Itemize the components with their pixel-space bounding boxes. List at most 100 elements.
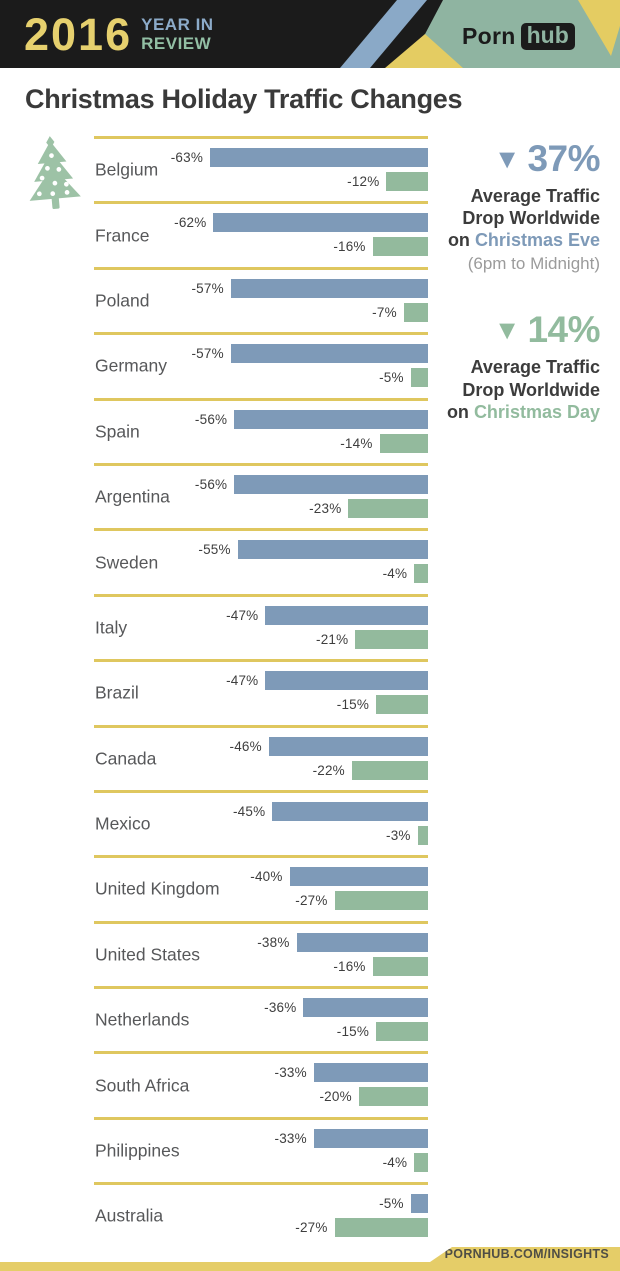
bar-christmas-eve	[213, 213, 428, 233]
bar-line: -47%	[94, 605, 428, 625]
bar-line: -12%	[94, 172, 428, 191]
down-arrow-icon: ▼	[493, 144, 521, 174]
chart-row: United States -38% -16%	[94, 920, 428, 986]
header-banner: 2016 YEAR IN REVIEW Porn hub	[0, 0, 620, 68]
stat-day-percent: 14%	[527, 309, 600, 351]
bar-line: -23%	[94, 498, 428, 518]
bar-value-label: -47%	[226, 673, 259, 689]
stat-christmas-day: ▼ 14% Average Traffic Drop Worldwide on Ch…	[410, 309, 601, 423]
country-label: Brazil	[95, 682, 139, 703]
bar-christmas-day	[403, 302, 428, 322]
bar-line: -63%	[94, 148, 428, 167]
bar-value-label: -23%	[309, 500, 342, 516]
bar-line: -20%	[94, 1087, 428, 1107]
bar-christmas-eve	[230, 344, 428, 364]
bar-value-label: -55%	[198, 542, 231, 558]
bar-line: -56%	[94, 474, 428, 494]
country-label: Canada	[95, 748, 157, 769]
bar-christmas-eve	[210, 148, 428, 167]
bar-value-label: -62%	[174, 215, 207, 231]
bar-value-label: -5%	[379, 1196, 404, 1212]
chart-row: Australia -5% -27%	[94, 1182, 428, 1247]
stat-eve-on: on	[447, 230, 470, 251]
main-content: Christmas Holiday Traffic Changes	[0, 68, 620, 1271]
year-in-review-logo: 2016 YEAR IN REVIEW	[24, 0, 214, 68]
bar-christmas-eve	[237, 540, 428, 560]
stat-day-value: ▼ 14%	[410, 309, 601, 351]
chart-rows: Belgium -63% -12% France -62% -16% Poland -57% -…	[94, 136, 428, 1248]
tagline-year-in: YEAR IN	[141, 15, 214, 34]
bar-christmas-eve	[272, 801, 428, 821]
bar-line: -47%	[94, 671, 428, 691]
stats-panel: ▼ 37% Average Traffic Drop Worldwide on Ch…	[410, 140, 601, 460]
bar-value-label: -15%	[336, 697, 370, 713]
chart-row: Brazil -47% -15%	[94, 659, 428, 724]
bar-value-label: -33%	[274, 1130, 307, 1146]
bar-christmas-eve	[230, 278, 428, 298]
chart-row: Philippines -33% -4%	[94, 1116, 428, 1182]
bar-line: -57%	[94, 278, 428, 298]
tagline-review: REVIEW	[141, 34, 212, 53]
bar-value-label: -45%	[232, 803, 266, 819]
bar-value-label: -40%	[250, 869, 283, 885]
country-label: Mexico	[95, 813, 151, 834]
footer-insights-ribbon: PORNHUB.COM/INSIGHTS	[430, 1247, 620, 1262]
bar-christmas-day	[417, 825, 428, 845]
bar-value-label: -47%	[226, 607, 259, 623]
bar-line: -15%	[94, 695, 428, 715]
bar-christmas-day	[376, 1022, 428, 1042]
bar-value-label: -56%	[194, 411, 228, 427]
country-label: Sweden	[95, 552, 159, 573]
chart-row: Sweden -55% -4%	[94, 528, 428, 593]
footer-yellow-strip	[0, 1262, 620, 1271]
country-label: Argentina	[95, 486, 170, 507]
chart-row: Poland -57% -7%	[94, 266, 428, 332]
bar-line: -57%	[94, 344, 428, 364]
chart-row: Spain -56% -14%	[94, 397, 428, 463]
bar-christmas-day	[386, 172, 428, 191]
bar-line: -46%	[94, 736, 428, 756]
chart-row: Italy -47% -21%	[94, 593, 428, 659]
bar-line: -38%	[94, 932, 428, 952]
bar-value-label: -14%	[340, 435, 373, 451]
country-label: Australia	[95, 1205, 164, 1226]
bar-line: -27%	[94, 1218, 428, 1238]
chart-row: South Africa -33% -20%	[94, 1051, 428, 1116]
stat-day-line3: on Christmas Day	[410, 401, 600, 423]
chart-row: Argentina -56% -23%	[94, 462, 428, 528]
bar-value-label: -3%	[386, 827, 411, 843]
bar-christmas-eve	[313, 1063, 428, 1083]
bar-christmas-day	[358, 1087, 428, 1107]
stat-eve-line3: on Christmas Eve	[410, 229, 600, 251]
bar-value-label: -56%	[194, 476, 228, 492]
bar-value-label: -16%	[333, 239, 366, 255]
bar-value-label: -15%	[336, 1024, 370, 1040]
bar-line: -21%	[94, 629, 428, 649]
chart-row: France -62% -16%	[94, 201, 428, 266]
bar-value-label: -36%	[264, 1000, 297, 1016]
bar-christmas-day	[348, 498, 428, 518]
bar-christmas-eve	[313, 1128, 428, 1148]
stat-eve-highlight: Christmas Eve	[474, 230, 600, 251]
country-label: Spain	[95, 421, 140, 442]
pornhub-logo-porn: Porn	[462, 23, 516, 50]
logo-tagline: YEAR IN REVIEW	[141, 16, 213, 52]
christmas-tree-icon	[29, 136, 81, 210]
stat-day-line1: Average Traffic	[470, 357, 600, 378]
bar-line: -40%	[94, 867, 428, 887]
bar-line: -16%	[94, 237, 428, 257]
bar-value-label: -27%	[295, 893, 328, 909]
bar-christmas-eve	[289, 867, 428, 887]
stat-day-highlight: Christmas Day	[473, 401, 600, 422]
chart-row: Mexico -45% -3%	[94, 789, 428, 855]
pornhub-logo-hub: hub	[520, 22, 575, 51]
country-label: France	[95, 225, 150, 246]
bar-value-label: -4%	[382, 1154, 408, 1170]
bar-christmas-day	[351, 760, 428, 780]
bar-christmas-day	[376, 695, 428, 715]
bar-line: -33%	[94, 1128, 428, 1148]
bar-christmas-day	[410, 368, 428, 388]
bar-christmas-day	[372, 237, 428, 257]
bar-value-label: -4%	[382, 566, 408, 582]
bar-line: -5%	[94, 1194, 428, 1214]
